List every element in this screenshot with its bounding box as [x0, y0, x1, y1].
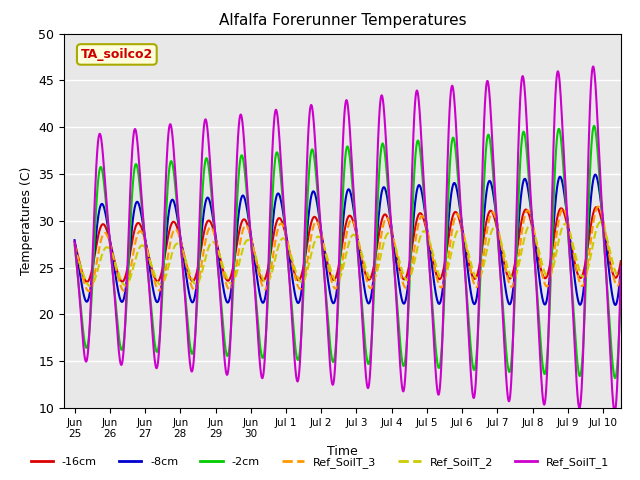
Title: Alfalfa Forerunner Temperatures: Alfalfa Forerunner Temperatures: [219, 13, 466, 28]
Legend: -16cm, -8cm, -2cm, Ref_SoilT_3, Ref_SoilT_2, Ref_SoilT_1: -16cm, -8cm, -2cm, Ref_SoilT_3, Ref_Soil…: [26, 452, 614, 472]
Text: TA_soilco2: TA_soilco2: [81, 48, 153, 61]
Y-axis label: Temperatures (C): Temperatures (C): [20, 167, 33, 275]
X-axis label: Time: Time: [327, 445, 358, 458]
